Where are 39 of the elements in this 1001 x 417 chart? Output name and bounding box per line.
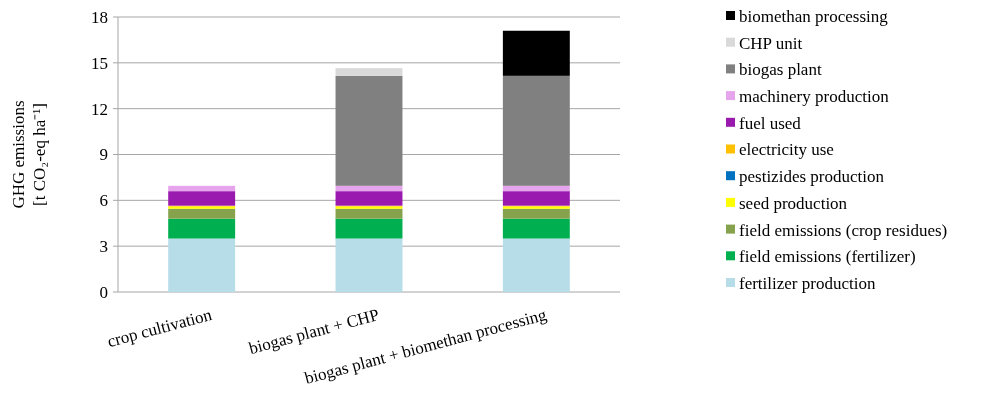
y-tick-label: 12 xyxy=(91,99,108,119)
legend-label: biomethan processing xyxy=(739,6,889,26)
y-tick-label: 18 xyxy=(91,7,108,27)
bar xyxy=(502,30,570,76)
bar xyxy=(335,185,403,192)
bar xyxy=(502,218,570,239)
bar xyxy=(502,75,570,186)
legend-label: field emissions (crop residues) xyxy=(739,220,948,240)
bar xyxy=(168,218,236,239)
bar xyxy=(335,218,403,239)
bar xyxy=(168,191,236,206)
legend-label: machinery production xyxy=(739,87,890,107)
legend-label: CHP unit xyxy=(739,33,803,53)
legend-label: pestizides production xyxy=(739,167,885,187)
y-tick-label: 9 xyxy=(99,145,108,165)
y-tick-label: 0 xyxy=(99,282,108,302)
legend-label: electricity use xyxy=(739,140,834,160)
bar xyxy=(335,238,403,292)
legend-label: biogas plant xyxy=(739,60,822,80)
bar xyxy=(335,75,403,186)
legend-label: seed production xyxy=(739,193,848,213)
legend-label: field emissions (fertilizer) xyxy=(739,247,916,267)
bar xyxy=(502,208,570,219)
legend-label: fertilizer production xyxy=(739,273,876,293)
bar xyxy=(168,238,236,292)
bar xyxy=(502,185,570,192)
bar xyxy=(502,191,570,206)
bar xyxy=(502,238,570,292)
bar xyxy=(335,68,403,76)
y-axis-title: GHG emissions [t CO₂-eq ha⁻¹] xyxy=(9,100,49,209)
y-tick-label: 3 xyxy=(99,237,108,257)
bar xyxy=(335,208,403,219)
y-tick-label: 15 xyxy=(91,53,108,73)
bar xyxy=(335,191,403,206)
bar xyxy=(168,208,236,219)
y-tick-label: 6 xyxy=(99,191,108,211)
bar xyxy=(168,185,236,192)
legend-label: fuel used xyxy=(739,113,802,133)
x-tick-label: crop cultivation xyxy=(105,304,215,352)
